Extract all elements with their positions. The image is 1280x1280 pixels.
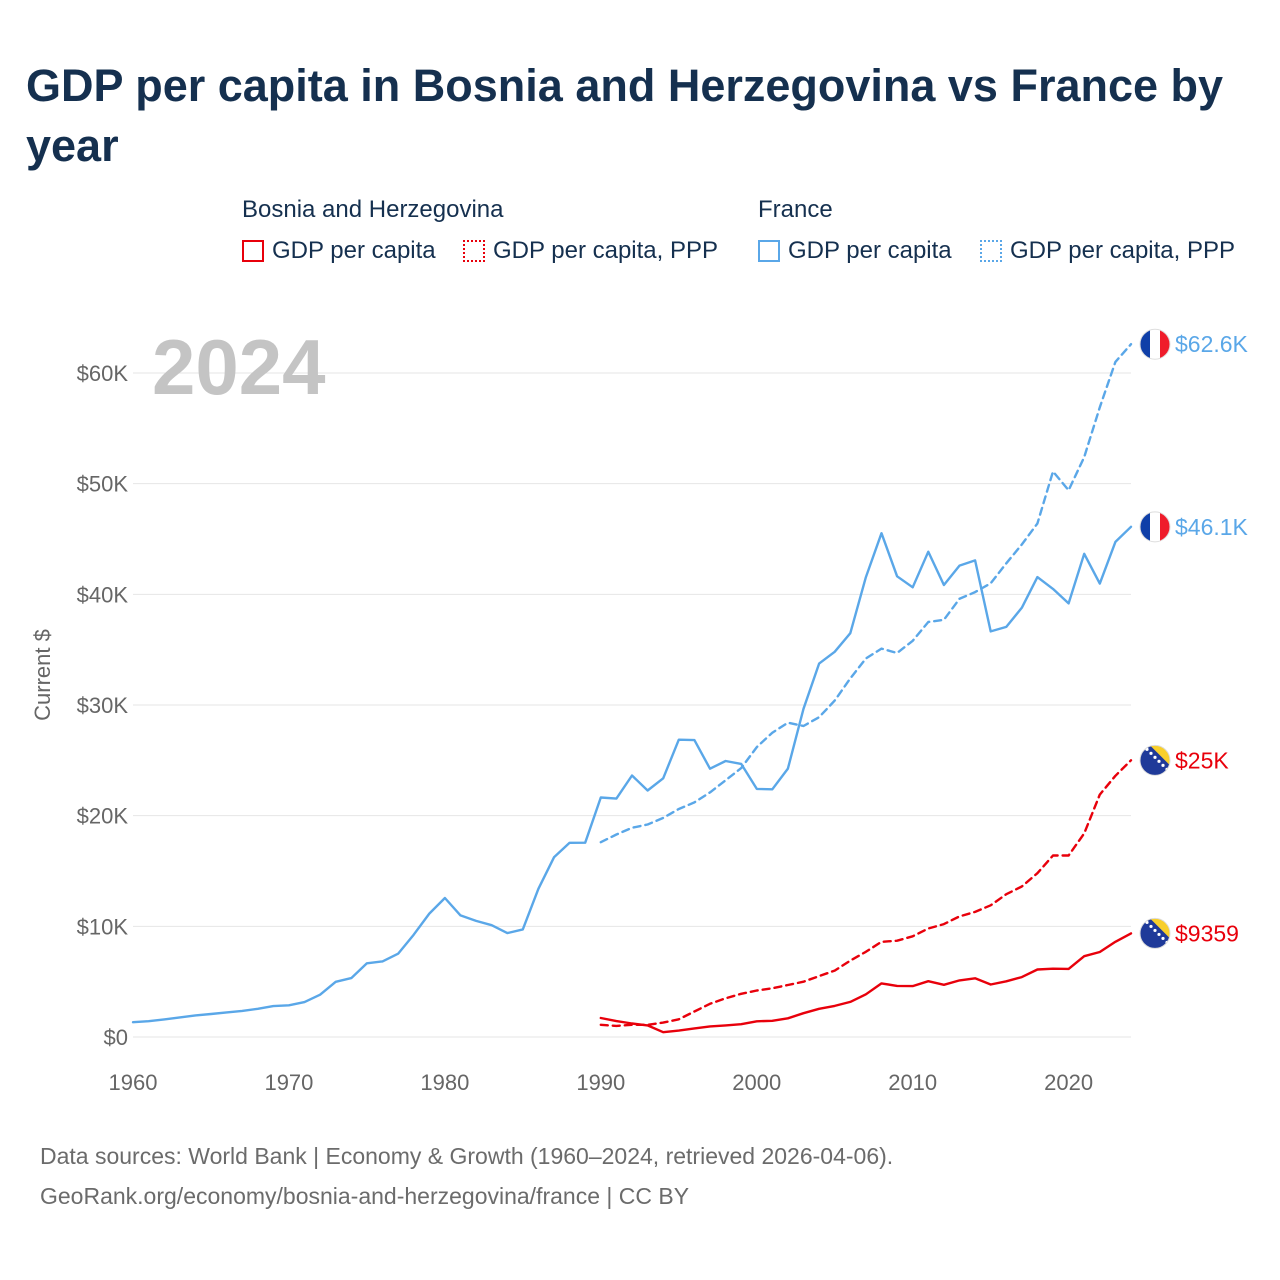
y-axis-title: Current $ [30, 629, 55, 721]
bosnia-flag-icon [1139, 917, 1171, 949]
end-value-label: $9359 [1175, 920, 1239, 946]
legend-france-gdp-per-capita-ppp[interactable]: GDP per capita, PPP [980, 236, 1235, 266]
legend-bosnia-gdp-per-capita[interactable]: GDP per capita [242, 236, 436, 266]
france-flag-icon [1139, 511, 1171, 543]
y-tick-label: $50K [77, 472, 129, 497]
source-url-text: GeoRank.org/economy/bosnia-and-herzegovi… [40, 1183, 690, 1209]
x-tick-label: 2000 [732, 1070, 781, 1095]
series-line-1 [599, 343, 1133, 844]
legend-bosnia-gdp-per-capita-ppp[interactable]: GDP per capita, PPP [463, 236, 718, 266]
legend-france-gdp-per-capita[interactable]: GDP per capita [758, 236, 952, 266]
series-line-2 [599, 932, 1133, 1034]
legend-label: GDP per capita, PPP [1010, 237, 1235, 264]
legend-group-bosnia: Bosnia and Herzegovina [242, 196, 504, 223]
x-tick-label: 1970 [264, 1070, 313, 1095]
end-value-label: $62.6K [1175, 331, 1249, 357]
data-source-text: Data sources: World Bank | Economy & Gro… [40, 1143, 894, 1169]
france-flag-icon [1139, 328, 1171, 360]
legend-label: GDP per capita [788, 237, 952, 264]
x-tick-label: 2010 [888, 1070, 937, 1095]
footer: Data sources: World Bank | Economy & Gro… [40, 1136, 893, 1216]
x-tick-label: 1990 [576, 1070, 625, 1095]
y-tick-label: $20K [77, 804, 129, 829]
legend-group-france: France [758, 196, 833, 223]
end-value-label: $46.1K [1175, 514, 1249, 540]
series-line-0 [131, 525, 1133, 1024]
y-tick-label: $60K [77, 361, 129, 386]
y-tick-label: $10K [77, 914, 129, 939]
y-tick-label: $0 [104, 1025, 128, 1050]
y-tick-label: $40K [77, 582, 129, 607]
x-tick-label: 1960 [109, 1070, 158, 1095]
legend-swatch-solid-blue-icon [758, 240, 780, 262]
series-line-3 [599, 759, 1133, 1028]
bosnia-flag-icon [1139, 744, 1171, 776]
legend-swatch-solid-red-icon [242, 240, 264, 262]
x-tick-label: 1980 [420, 1070, 469, 1095]
legend-swatch-dotted-red-icon [463, 240, 485, 262]
legend-label: GDP per capita, PPP [493, 237, 718, 264]
chart-title: GDP per capita in Bosnia and Herzegovina… [26, 60, 1224, 171]
year-label: 2024 [152, 323, 326, 411]
end-value-label: $25K [1175, 747, 1229, 773]
legend-label: GDP per capita [272, 237, 436, 264]
y-tick-label: $30K [77, 693, 129, 718]
legend-swatch-dotted-blue-icon [980, 240, 1002, 262]
x-tick-label: 2020 [1044, 1070, 1093, 1095]
